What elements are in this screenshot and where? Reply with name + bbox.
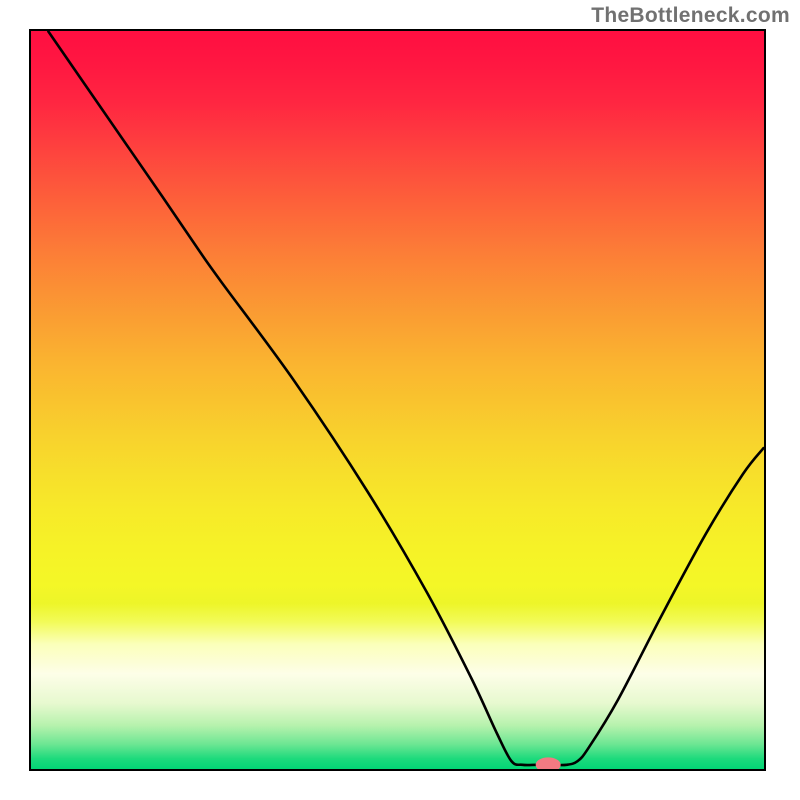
watermark-text: TheBottleneck.com xyxy=(591,4,790,28)
gradient-background xyxy=(30,30,765,770)
bottleneck-gradient-chart xyxy=(0,0,800,800)
